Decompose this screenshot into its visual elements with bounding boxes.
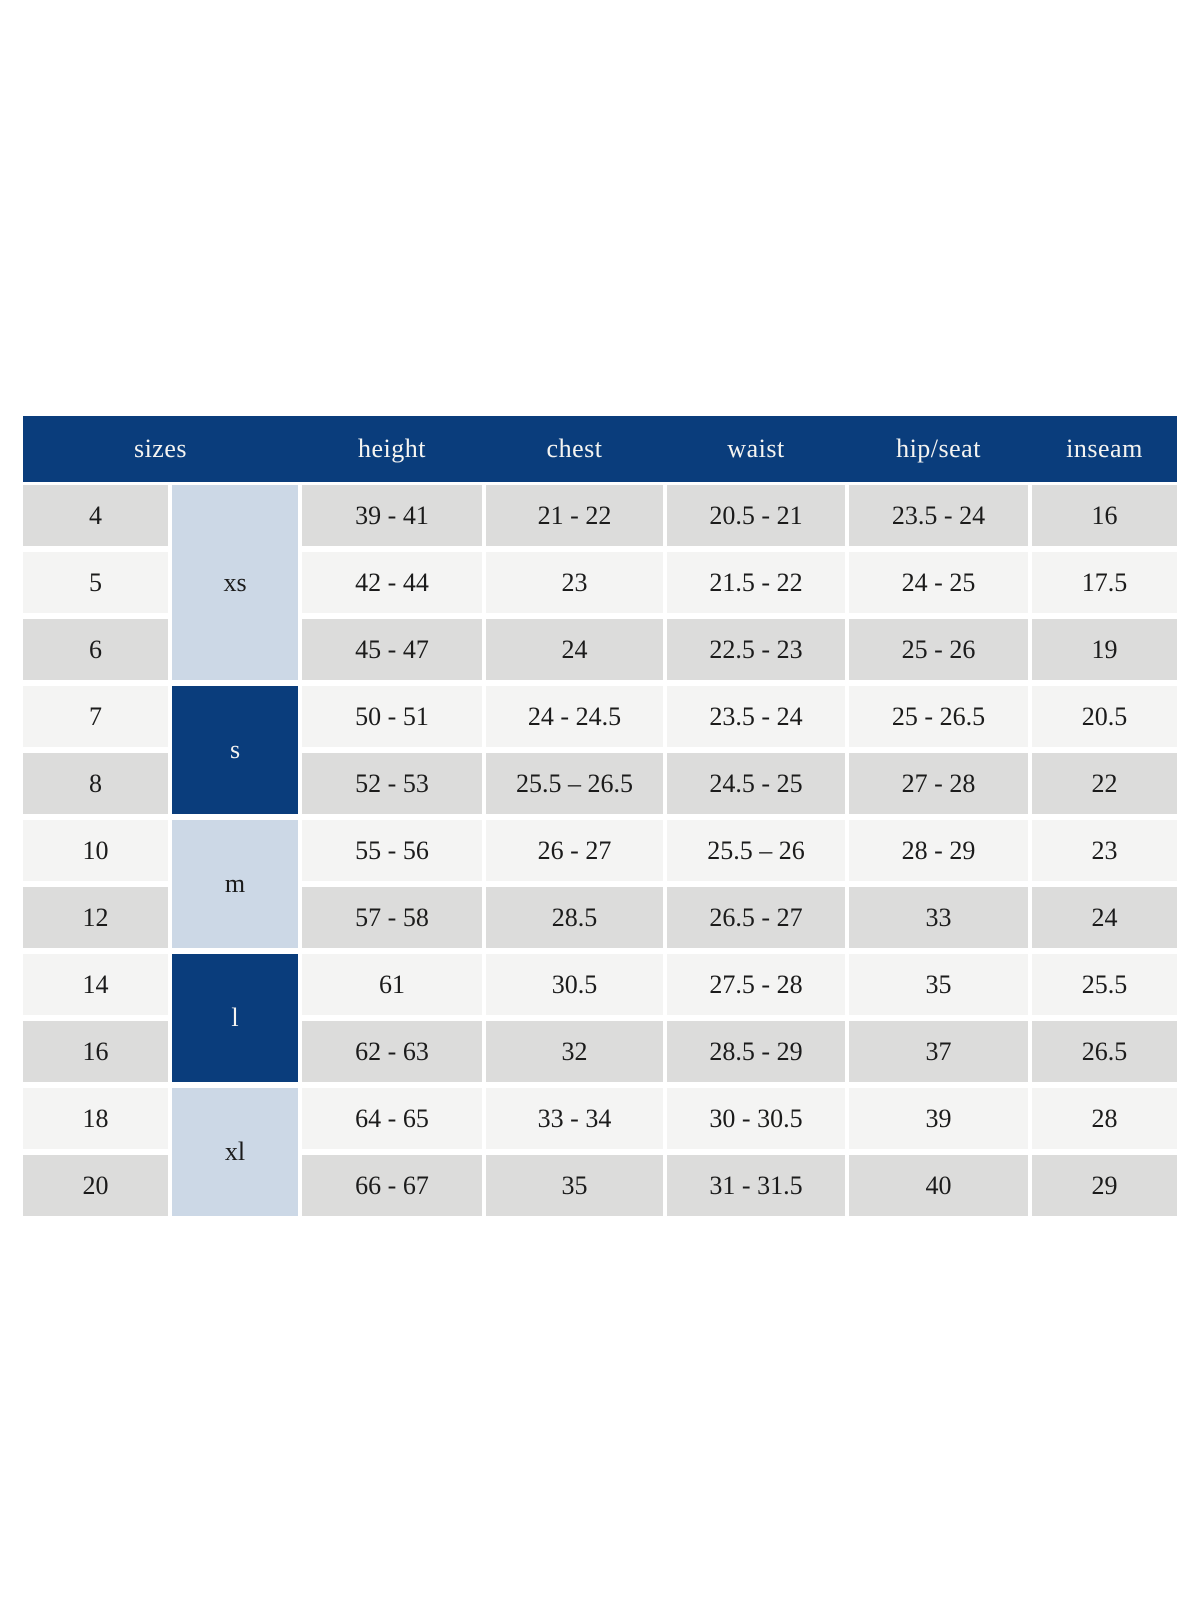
measure-cell-height: 50 - 51	[302, 686, 482, 747]
size-group-cell-m: m	[172, 820, 298, 948]
measure-cell-waist: 27.5 - 28	[667, 954, 845, 1015]
measure-cell-hip-seat: 37	[849, 1021, 1028, 1082]
measure-cell-inseam: 16	[1032, 485, 1177, 546]
measure-cell-hip-seat: 25 - 26.5	[849, 686, 1028, 747]
column-header-height: height	[358, 434, 426, 463]
measure-cell-waist: 22.5 - 23	[667, 619, 845, 680]
table-body: 4 xs 39 - 41 21 - 22 20.5 - 21 23.5 - 24 16 5 42…	[23, 485, 1177, 1216]
size-cell: 20	[23, 1155, 168, 1216]
measure-cell-chest: 26 - 27	[486, 820, 663, 881]
measure-cell-height: 57 - 58	[302, 887, 482, 948]
size-cell: 18	[23, 1088, 168, 1149]
measure-cell-height: 66 - 67	[302, 1155, 482, 1216]
column-header-chest: chest	[546, 434, 603, 463]
measure-cell-chest: 24	[486, 619, 663, 680]
measure-cell-inseam: 25.5	[1032, 954, 1177, 1015]
measure-cell-chest: 25.5 – 26.5	[486, 753, 663, 814]
measure-cell-height: 62 - 63	[302, 1021, 482, 1082]
size-cell: 5	[23, 552, 168, 613]
column-header-inseam: inseam	[1066, 434, 1143, 463]
size-group-cell-xs: xs	[172, 485, 298, 680]
measure-cell-waist: 21.5 - 22	[667, 552, 845, 613]
measure-cell-inseam: 29	[1032, 1155, 1177, 1216]
measure-cell-height: 52 - 53	[302, 753, 482, 814]
measure-cell-chest: 30.5	[486, 954, 663, 1015]
table-header-row: sizes height chest waist hip/seat inseam	[23, 416, 1177, 482]
measure-cell-chest: 32	[486, 1021, 663, 1082]
measure-cell-height: 64 - 65	[302, 1088, 482, 1149]
measure-cell-hip-seat: 40	[849, 1155, 1028, 1216]
measure-cell-waist: 25.5 – 26	[667, 820, 845, 881]
size-group-cell-xl: xl	[172, 1088, 298, 1216]
measure-cell-inseam: 24	[1032, 887, 1177, 948]
measure-cell-inseam: 26.5	[1032, 1021, 1177, 1082]
measure-cell-chest: 28.5	[486, 887, 663, 948]
measure-cell-waist: 28.5 - 29	[667, 1021, 845, 1082]
measure-cell-hip-seat: 23.5 - 24	[849, 485, 1028, 546]
measure-cell-inseam: 17.5	[1032, 552, 1177, 613]
measure-cell-hip-seat: 28 - 29	[849, 820, 1028, 881]
size-group-cell-s: s	[172, 686, 298, 814]
measure-cell-inseam: 23	[1032, 820, 1177, 881]
measure-cell-chest: 33 - 34	[486, 1088, 663, 1149]
measure-cell-hip-seat: 25 - 26	[849, 619, 1028, 680]
size-cell: 4	[23, 485, 168, 546]
measure-cell-hip-seat: 33	[849, 887, 1028, 948]
measure-cell-height: 55 - 56	[302, 820, 482, 881]
measure-cell-waist: 24.5 - 25	[667, 753, 845, 814]
measure-cell-inseam: 28	[1032, 1088, 1177, 1149]
size-cell: 7	[23, 686, 168, 747]
measure-cell-height: 42 - 44	[302, 552, 482, 613]
measure-cell-waist: 26.5 - 27	[667, 887, 845, 948]
column-header-waist: waist	[727, 434, 785, 463]
measure-cell-hip-seat: 39	[849, 1088, 1028, 1149]
measure-cell-waist: 23.5 - 24	[667, 686, 845, 747]
measure-cell-waist: 31 - 31.5	[667, 1155, 845, 1216]
measure-cell-chest: 23	[486, 552, 663, 613]
size-chart-table: sizes height chest waist hip/seat inseam…	[23, 416, 1177, 1216]
column-header-sizes: sizes	[133, 434, 188, 463]
measure-cell-chest: 21 - 22	[486, 485, 663, 546]
column-header-hip-seat: hip/seat	[896, 434, 981, 463]
measure-cell-hip-seat: 35	[849, 954, 1028, 1015]
measure-cell-height: 61	[302, 954, 482, 1015]
size-cell: 14	[23, 954, 168, 1015]
measure-cell-inseam: 20.5	[1032, 686, 1177, 747]
size-cell: 12	[23, 887, 168, 948]
size-cell: 10	[23, 820, 168, 881]
measure-cell-height: 39 - 41	[302, 485, 482, 546]
measure-cell-inseam: 19	[1032, 619, 1177, 680]
size-group-cell-l: l	[172, 954, 298, 1082]
size-cell: 8	[23, 753, 168, 814]
size-cell: 16	[23, 1021, 168, 1082]
measure-cell-hip-seat: 27 - 28	[849, 753, 1028, 814]
measure-cell-waist: 30 - 30.5	[667, 1088, 845, 1149]
measure-cell-inseam: 22	[1032, 753, 1177, 814]
measure-cell-hip-seat: 24 - 25	[849, 552, 1028, 613]
measure-cell-height: 45 - 47	[302, 619, 482, 680]
measure-cell-waist: 20.5 - 21	[667, 485, 845, 546]
measure-cell-chest: 35	[486, 1155, 663, 1216]
size-cell: 6	[23, 619, 168, 680]
measure-cell-chest: 24 - 24.5	[486, 686, 663, 747]
